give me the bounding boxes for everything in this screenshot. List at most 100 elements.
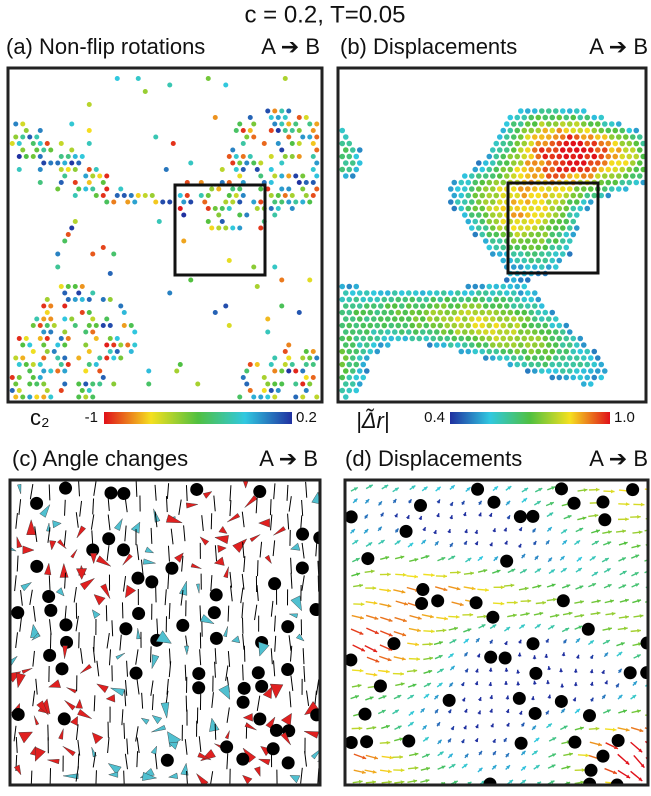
particle (66, 232, 71, 237)
particle (364, 342, 370, 348)
angle-wedge (322, 730, 337, 745)
particle (276, 141, 281, 146)
particle (244, 161, 249, 166)
angle-wedge (169, 773, 178, 779)
particle (511, 199, 517, 205)
angle-line (289, 635, 291, 651)
arrow-head (361, 602, 365, 606)
particle (563, 141, 569, 147)
particle (350, 290, 356, 296)
particle (132, 330, 137, 335)
particle (41, 317, 46, 322)
angle-line (182, 556, 183, 572)
angle-wedge (219, 685, 230, 700)
angle-line (108, 515, 110, 531)
particle (521, 232, 527, 238)
particle (90, 317, 95, 322)
particle (58, 712, 71, 725)
angle-line (212, 692, 214, 708)
angle-line (242, 602, 243, 618)
particle (364, 290, 370, 296)
particle (511, 355, 517, 361)
particle (314, 395, 319, 400)
particle (293, 200, 298, 205)
panel-arrow: A ➔ B (261, 34, 320, 59)
particle (521, 115, 527, 121)
particle (444, 310, 450, 316)
particle (584, 362, 590, 368)
particle (497, 316, 503, 322)
particle (176, 619, 189, 632)
particle (118, 356, 123, 361)
particle (469, 290, 475, 296)
particle (314, 174, 319, 179)
particle (230, 161, 235, 166)
particle (532, 212, 538, 218)
angle-line (155, 485, 156, 501)
particle (518, 225, 524, 231)
particle (511, 147, 517, 153)
particle (279, 174, 284, 179)
particle (406, 290, 412, 296)
particle (546, 251, 552, 257)
particle (493, 167, 499, 173)
particle (45, 297, 50, 302)
particle (532, 290, 538, 296)
angle-wedge (96, 556, 111, 567)
particle (539, 316, 545, 322)
particle (41, 395, 46, 400)
particle (374, 297, 380, 303)
particle (518, 160, 524, 166)
particle (626, 154, 632, 160)
particle (500, 193, 506, 199)
particle (539, 212, 545, 218)
particle (188, 278, 193, 283)
angle-line (78, 740, 80, 756)
particle (52, 349, 57, 354)
angle-line (167, 483, 168, 499)
particle (423, 323, 429, 329)
particle (539, 108, 545, 114)
particle (258, 161, 263, 166)
particle (357, 290, 363, 296)
particle (490, 355, 496, 361)
particle (605, 180, 611, 186)
angle-line (316, 679, 318, 694)
particle (493, 219, 499, 225)
particle (181, 239, 186, 244)
particle (83, 174, 88, 179)
particle (514, 510, 527, 523)
angle-wedge (291, 543, 300, 550)
particle (346, 167, 352, 173)
particle (73, 323, 78, 328)
angle-wedge (186, 503, 198, 508)
angle-line (275, 636, 276, 652)
particle (343, 342, 349, 348)
particle (62, 291, 67, 296)
particle (251, 135, 256, 140)
particle (73, 219, 78, 224)
angle-line (17, 556, 18, 572)
angle-line (243, 634, 244, 650)
particle (549, 141, 555, 147)
particle (567, 238, 573, 244)
particle (484, 651, 497, 664)
particle (420, 329, 426, 335)
particle (616, 147, 622, 153)
particle (87, 102, 92, 107)
particle (223, 83, 228, 88)
particle (451, 310, 457, 316)
particle (577, 154, 583, 160)
particle (360, 297, 366, 303)
particle (462, 212, 468, 218)
particle (167, 291, 172, 296)
particle (472, 297, 478, 303)
particle (434, 290, 440, 296)
particle (549, 219, 555, 225)
particle (563, 206, 569, 212)
particle (507, 141, 513, 147)
particle (560, 199, 566, 205)
particle (633, 154, 639, 160)
particle (45, 323, 50, 328)
particle (118, 187, 123, 192)
